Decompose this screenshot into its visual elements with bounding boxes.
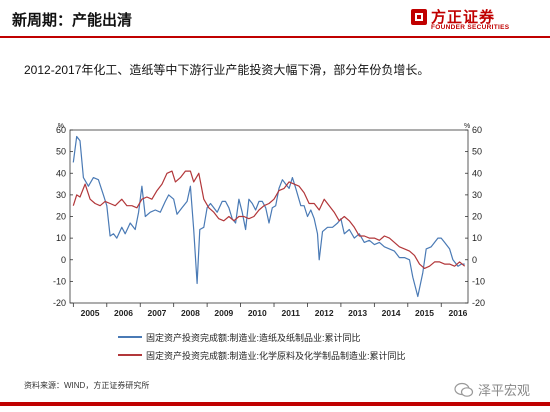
y-tick-label-left: 60 <box>56 125 66 135</box>
legend-item-chemical: 固定资产投资完成额:制造业:化学原料及化学制品制造业:累计同比 <box>118 348 406 362</box>
chat-bubble-icon <box>454 382 474 397</box>
y-tick-label-right: 60 <box>472 125 482 135</box>
y-unit-left: % <box>58 123 64 130</box>
logo-text-cn: 方正证券 <box>431 9 496 26</box>
legend-label-paper: 固定资产投资完成额:制造业:造纸及纸制品业:累计同比 <box>146 332 361 343</box>
legend-swatch-blue <box>118 336 142 338</box>
header-divider <box>0 36 550 38</box>
y-tick-label-right: -20 <box>472 298 485 308</box>
y-tick-label-left: -20 <box>53 298 66 308</box>
page-title: 新周期：产能出清 <box>12 12 133 29</box>
x-tick-label: 2008 <box>181 308 200 318</box>
y-tick-label-right: -10 <box>472 276 485 286</box>
logo-text-en: FOUNDER SECURITIES <box>431 24 510 31</box>
x-tick-label: 2010 <box>248 308 267 318</box>
x-tick-label: 2006 <box>114 308 133 318</box>
y-tick-label-right: 40 <box>472 168 482 178</box>
x-tick-label: 2016 <box>449 308 468 318</box>
y-tick-label-right: 50 <box>472 147 482 157</box>
x-tick-label: 2005 <box>81 308 100 318</box>
footer-divider <box>0 402 550 406</box>
x-tick-label: 2011 <box>282 308 301 318</box>
line-chart: -20 -20 -10 -10 0 0 10 10 20 20 30 30 40 40 50 50 60 60%%… <box>53 123 485 318</box>
legend-swatch-red <box>118 354 142 356</box>
y-unit-right: % <box>464 123 470 130</box>
legend-label-chemical: 固定资产投资完成额:制造业:化学原料及化学制品制造业:累计同比 <box>146 350 406 361</box>
company-logo: 方正证券 FOUNDER SECURITIES <box>410 6 538 34</box>
y-tick-label-left: 30 <box>56 190 66 200</box>
y-tick-label-left: -10 <box>53 276 66 286</box>
x-tick-label: 2009 <box>214 308 233 318</box>
y-tick-label-left: 0 <box>61 255 66 265</box>
y-tick-label-left: 10 <box>56 233 66 243</box>
y-tick-label-right: 20 <box>472 212 482 222</box>
x-tick-label: 2012 <box>315 308 334 318</box>
y-tick-label-right: 30 <box>472 190 482 200</box>
watermark: 泽平宏观 <box>454 380 530 399</box>
series-line-paper <box>72 135 465 298</box>
y-tick-label-left: 20 <box>56 212 66 222</box>
chart-legend: 固定资产投资完成额:制造业:造纸及纸制品业:累计同比 固定资产投资完成额:制造业… <box>118 330 406 366</box>
y-tick-label-right: 0 <box>472 255 477 265</box>
watermark-text: 泽平宏观 <box>477 383 530 398</box>
x-tick-label: 2015 <box>415 308 434 318</box>
slide-subtitle: 2012-2017年化工、造纸等中下游行业产能投资大幅下滑，部分年份负增长。 <box>24 63 430 77</box>
y-tick-label-left: 50 <box>56 147 66 157</box>
x-tick-label: 2013 <box>348 308 367 318</box>
legend-item-paper: 固定资产投资完成额:制造业:造纸及纸制品业:累计同比 <box>118 330 406 344</box>
source-note: 资料来源：WIND，方正证券研究所 <box>24 381 150 390</box>
series-line-chemical <box>72 170 466 269</box>
plot-frame <box>69 129 469 304</box>
logo-mark-icon <box>411 9 427 25</box>
y-tick-label-right: 10 <box>472 233 482 243</box>
y-tick-label-left: 40 <box>56 168 66 178</box>
x-tick-label: 2007 <box>147 308 166 318</box>
x-tick-label: 2014 <box>382 308 401 318</box>
